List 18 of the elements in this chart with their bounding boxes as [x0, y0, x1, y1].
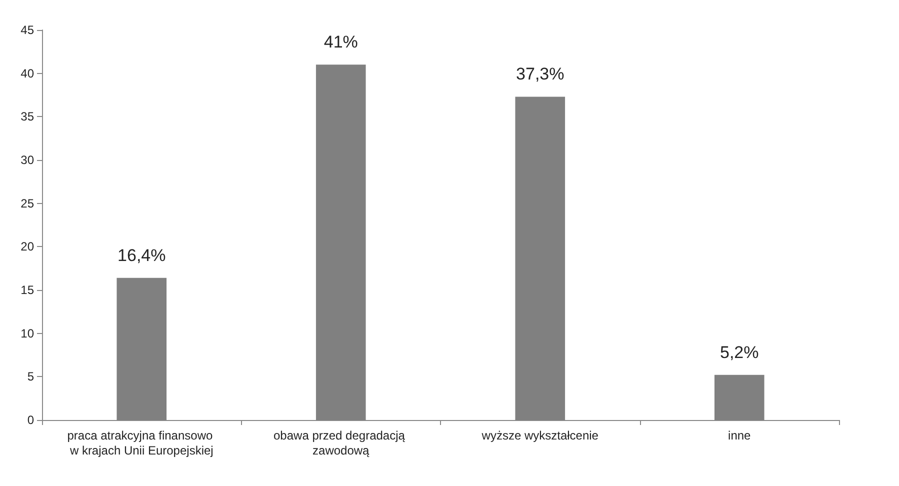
y-tick-label: 35 — [20, 110, 34, 124]
data-label: 41% — [324, 32, 358, 52]
data-label: 16,4% — [118, 246, 166, 265]
y-tick-label: 20 — [20, 240, 34, 254]
y-tick-label: 5 — [27, 370, 34, 384]
x-tick-label: praca atrakcyjna finansowo w krajach Unii Europejskiej — [67, 428, 216, 458]
y-tick-label: 25 — [20, 196, 34, 210]
y-tick-label: 45 — [20, 23, 34, 37]
y-tick-label: 15 — [20, 283, 34, 297]
data-label: 37,3% — [516, 64, 564, 84]
y-tick-label: 30 — [20, 153, 34, 167]
x-tick-label: obawa przed degradacją zawodową — [273, 428, 408, 458]
x-tick-label: inne — [728, 428, 752, 442]
y-tick-label: 0 — [27, 413, 34, 427]
y-tick-label: 40 — [20, 66, 34, 80]
data-label: 5,2% — [720, 342, 759, 362]
x-tick-label: wyższe wykształcenie — [480, 428, 599, 442]
y-tick-label: 10 — [20, 326, 34, 340]
